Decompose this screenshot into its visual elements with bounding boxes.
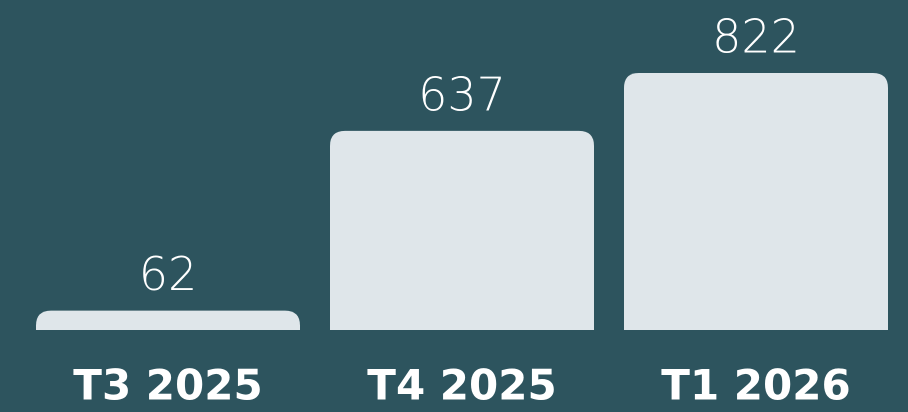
value-label: 62 xyxy=(139,247,198,301)
x-tick-label: T3 2025 xyxy=(73,361,262,410)
bar xyxy=(624,73,888,330)
value-label: 822 xyxy=(712,10,800,64)
x-tick-label: T4 2025 xyxy=(367,361,556,410)
bar xyxy=(330,130,594,330)
value-label: 637 xyxy=(418,67,506,121)
bar xyxy=(36,310,300,330)
x-tick-label: T1 2026 xyxy=(661,361,850,410)
